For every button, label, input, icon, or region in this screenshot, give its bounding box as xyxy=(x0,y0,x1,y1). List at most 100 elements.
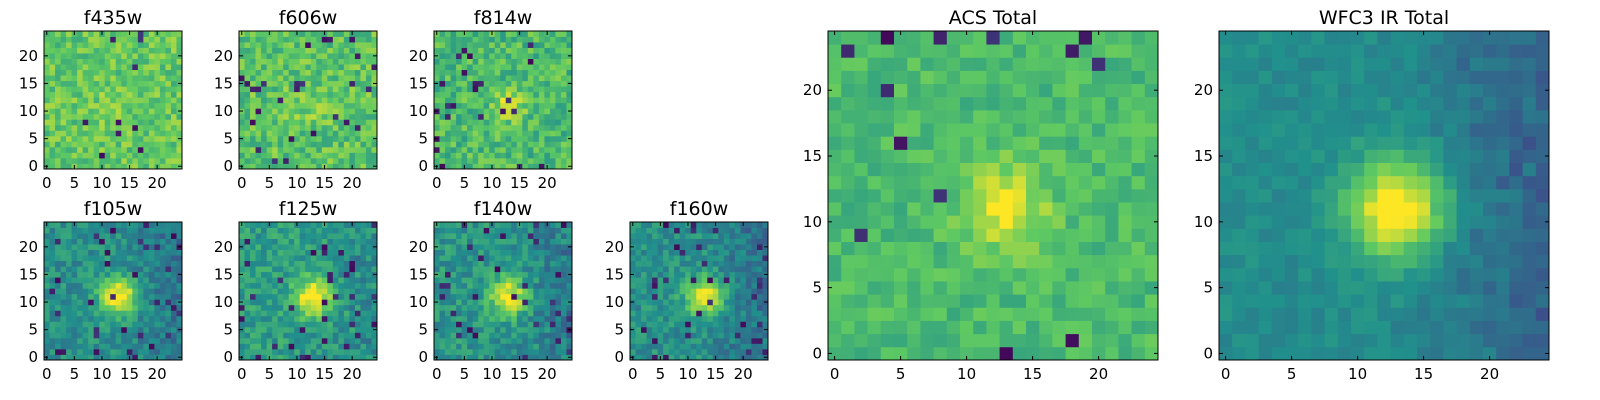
heatmap-cell xyxy=(60,266,67,273)
heatmap-cell xyxy=(668,260,675,267)
heatmap-cell xyxy=(483,326,490,333)
heatmap-cell xyxy=(527,249,534,256)
heatmap-cell xyxy=(1118,294,1132,308)
heatmap-cell xyxy=(115,163,122,170)
heatmap-cell xyxy=(159,80,166,87)
heatmap-cell xyxy=(126,124,133,131)
heatmap-cell xyxy=(854,320,868,335)
heatmap-cell xyxy=(277,249,284,256)
heatmap-cell xyxy=(527,130,534,137)
heatmap-cell xyxy=(93,124,100,131)
heatmap-cell xyxy=(143,337,150,344)
heatmap-cell xyxy=(115,266,122,273)
heatmap-cell xyxy=(505,326,512,333)
heatmap-cell xyxy=(511,343,518,350)
heatmap-cell xyxy=(66,326,72,333)
heatmap-cell xyxy=(544,53,551,59)
heatmap-cell xyxy=(1052,241,1066,256)
heatmap-cell xyxy=(55,108,61,115)
heatmap-cell xyxy=(920,202,934,216)
heatmap-cell xyxy=(533,42,540,48)
heatmap-cell xyxy=(527,310,534,317)
heatmap-cell xyxy=(533,315,540,322)
heatmap-cell xyxy=(880,241,895,256)
heatmap-cell xyxy=(439,321,446,328)
heatmap-cell xyxy=(478,249,485,256)
heatmap-cell xyxy=(126,282,133,289)
heatmap-cell xyxy=(544,321,551,328)
heatmap-cell xyxy=(461,249,468,256)
heatmap-cell xyxy=(239,266,245,273)
heatmap-cell xyxy=(751,343,758,350)
heatmap-cell xyxy=(261,271,267,278)
heatmap-cell xyxy=(132,86,139,93)
heatmap-cell xyxy=(1144,346,1159,361)
heatmap-cell xyxy=(327,233,334,239)
heatmap-cell xyxy=(439,337,446,344)
heatmap-cell xyxy=(439,108,446,115)
heatmap-cell xyxy=(707,249,714,256)
heatmap-cell xyxy=(55,277,61,284)
heatmap-cell xyxy=(999,162,1014,177)
heatmap-cell xyxy=(327,222,334,228)
heatmap-cell xyxy=(674,293,681,300)
heatmap-cell xyxy=(456,321,462,328)
heatmap-cell xyxy=(511,293,518,300)
heatmap-cell xyxy=(137,249,144,256)
heatmap-cell xyxy=(332,321,339,328)
heatmap-cell xyxy=(239,227,245,234)
heatmap-cell xyxy=(933,254,948,269)
heatmap-cell xyxy=(272,47,279,54)
heatmap-cell xyxy=(439,233,446,239)
heatmap-cell xyxy=(316,135,323,142)
heatmap-cell xyxy=(960,202,974,216)
heatmap-cell xyxy=(560,348,567,355)
heatmap-cell xyxy=(143,266,150,273)
heatmap-cell xyxy=(343,288,350,295)
heatmap-cell xyxy=(1026,254,1040,269)
heatmap-cell xyxy=(652,260,658,267)
heatmap-cell xyxy=(734,343,741,350)
heatmap-cell xyxy=(555,80,562,87)
heatmap-cell xyxy=(165,271,172,278)
heatmap-cell xyxy=(828,188,842,203)
heatmap-cell xyxy=(310,80,317,87)
heatmap-cell xyxy=(316,97,323,104)
x-tick-label: 5 xyxy=(460,365,470,383)
heatmap-cell xyxy=(93,277,100,284)
heatmap-cell xyxy=(261,337,267,344)
heatmap-cell xyxy=(60,157,67,164)
heatmap-cell xyxy=(533,113,540,120)
heatmap-cell xyxy=(299,80,306,87)
heatmap-cell xyxy=(1144,215,1159,229)
heatmap-cell xyxy=(88,64,95,71)
heatmap-cell xyxy=(115,310,122,317)
heatmap-cell xyxy=(176,91,183,98)
heatmap-cell xyxy=(343,304,350,311)
heatmap-cell xyxy=(126,86,133,93)
heatmap-cell xyxy=(137,163,144,170)
heatmap-cell xyxy=(1105,162,1119,177)
heatmap-cell xyxy=(630,304,636,311)
heatmap-cell xyxy=(483,80,490,87)
heatmap-cell xyxy=(494,304,501,311)
heatmap-cell xyxy=(115,135,122,142)
heatmap-cell xyxy=(461,227,468,234)
heatmap-cell xyxy=(478,299,485,306)
heatmap-cell xyxy=(170,130,177,137)
heatmap-cell xyxy=(505,108,512,115)
heatmap-cell xyxy=(121,86,128,93)
heatmap-cell xyxy=(255,102,262,109)
heatmap-cell xyxy=(77,97,84,104)
heatmap-cell xyxy=(371,157,378,164)
heatmap-cell xyxy=(321,53,328,59)
heatmap-cell xyxy=(657,332,664,339)
heatmap-cell xyxy=(549,152,556,159)
heatmap-cell xyxy=(255,293,262,300)
heatmap-cell xyxy=(244,310,251,317)
heatmap-cell xyxy=(544,119,551,126)
heatmap-cell xyxy=(44,157,50,164)
heatmap-cell xyxy=(294,102,301,109)
heatmap-cell xyxy=(126,277,133,284)
